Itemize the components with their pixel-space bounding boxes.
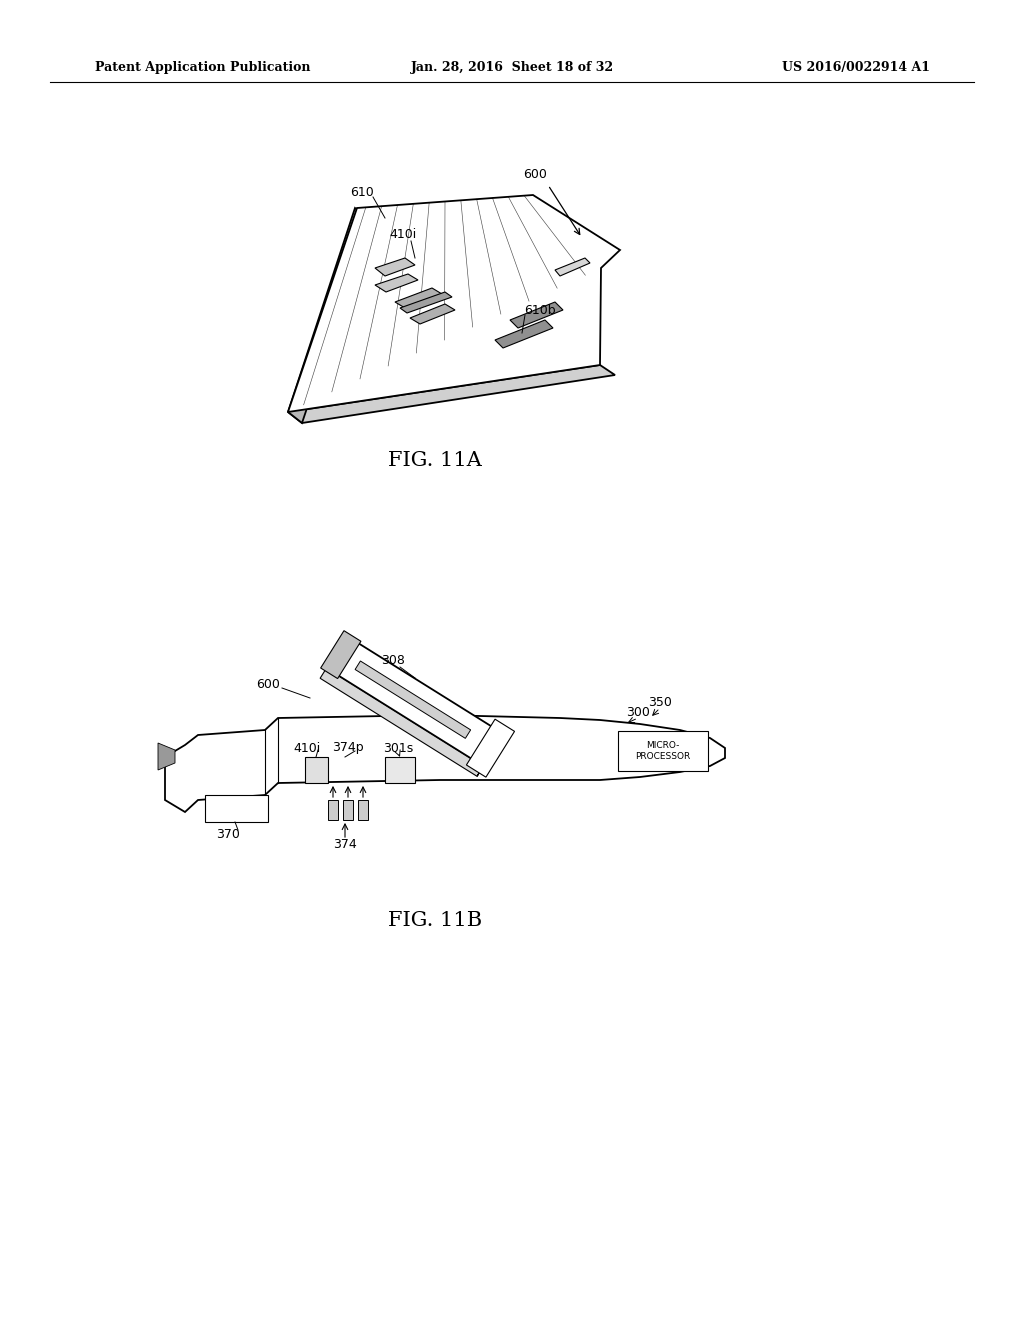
Bar (343, 800, 353, 820)
Polygon shape (288, 366, 615, 422)
Text: FIG. 11A: FIG. 11A (388, 450, 482, 470)
Text: 410i: 410i (389, 228, 417, 242)
Polygon shape (466, 719, 514, 777)
Text: Patent Application Publication: Patent Application Publication (95, 62, 310, 74)
Text: FIG. 11B: FIG. 11B (388, 911, 482, 929)
Polygon shape (555, 257, 590, 276)
Polygon shape (288, 209, 370, 422)
Polygon shape (495, 319, 553, 348)
Polygon shape (410, 304, 455, 323)
Text: 300: 300 (626, 705, 650, 718)
Text: 350: 350 (648, 696, 672, 709)
Bar (358, 800, 368, 820)
Polygon shape (400, 292, 452, 313)
Text: 374: 374 (333, 838, 357, 851)
Polygon shape (355, 661, 471, 738)
Text: 610: 610 (350, 186, 374, 198)
Text: 600: 600 (256, 678, 280, 692)
Polygon shape (375, 257, 415, 276)
Polygon shape (321, 631, 360, 678)
Polygon shape (288, 195, 620, 412)
Polygon shape (165, 715, 725, 812)
Polygon shape (385, 756, 415, 783)
Text: US 2016/0022914 A1: US 2016/0022914 A1 (782, 62, 930, 74)
Polygon shape (158, 743, 175, 770)
Polygon shape (327, 636, 504, 766)
Polygon shape (477, 734, 504, 776)
Text: 610b: 610b (524, 304, 556, 317)
Bar (328, 800, 338, 820)
Text: 600: 600 (523, 169, 547, 181)
Polygon shape (510, 302, 563, 327)
Text: 374p: 374p (332, 742, 364, 755)
Text: MICRO-
PROCESSOR: MICRO- PROCESSOR (635, 741, 690, 762)
Text: 301s: 301s (383, 742, 413, 755)
Polygon shape (321, 668, 483, 776)
Polygon shape (205, 795, 268, 822)
Bar (618, 731, 708, 771)
Polygon shape (375, 275, 418, 292)
Text: 410i: 410i (293, 742, 321, 755)
Text: 370: 370 (216, 829, 240, 842)
Text: Jan. 28, 2016  Sheet 18 of 32: Jan. 28, 2016 Sheet 18 of 32 (411, 62, 613, 74)
Text: 308: 308 (381, 653, 404, 667)
Polygon shape (305, 756, 328, 783)
Polygon shape (395, 288, 442, 308)
